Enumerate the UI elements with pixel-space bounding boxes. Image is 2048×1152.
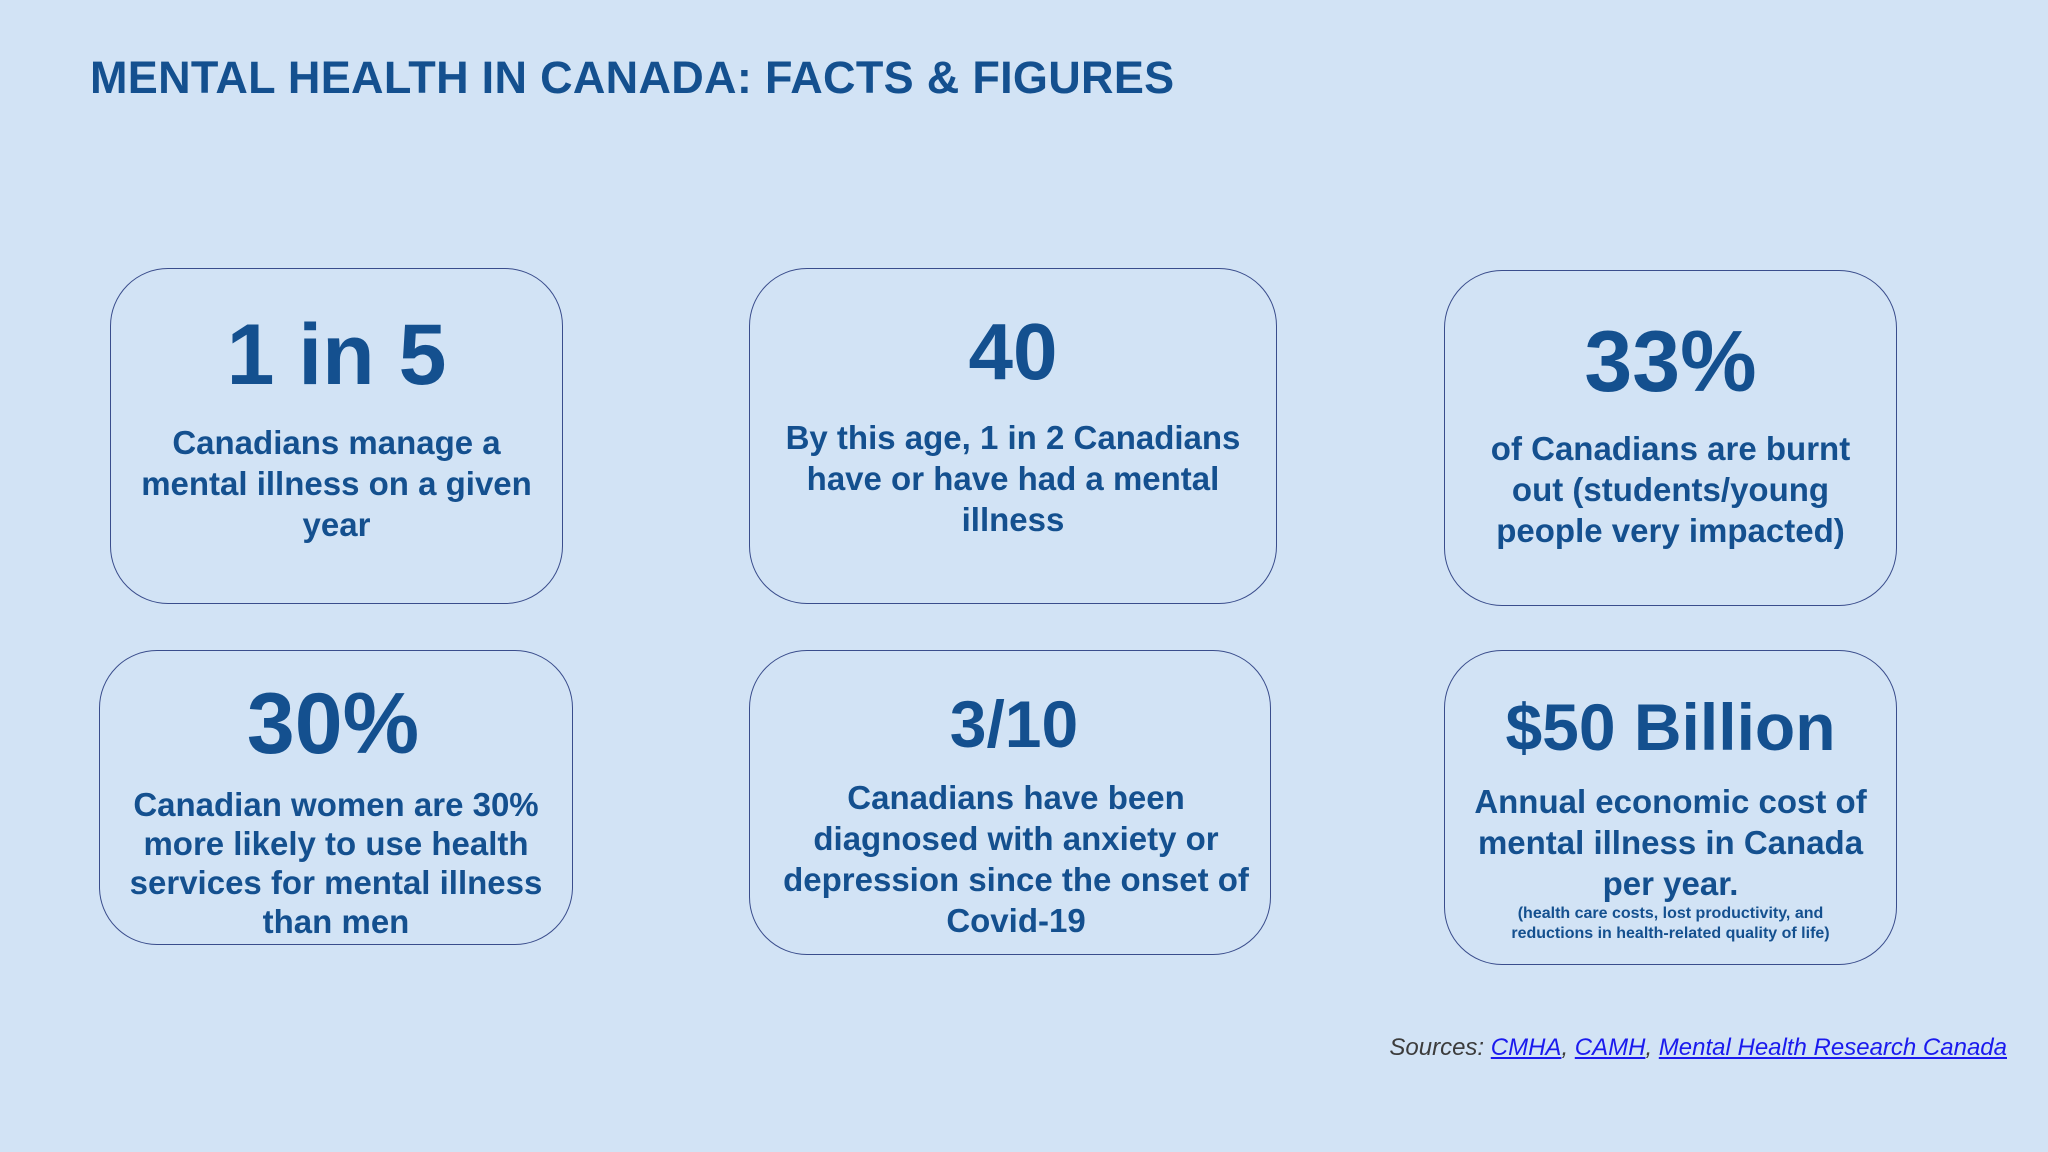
stat-description: Canadians have been diagnosed with anxie… [783,779,1249,939]
sources-separator: , [1645,1034,1659,1061]
sources-line: Sources: CMHA, CAMH, Mental Health Resea… [1389,1034,2007,1062]
stat-card-women-services: 30% Canadian women are 30% more likely t… [99,650,573,945]
stat-value: 40 [968,307,1058,396]
stat-card-age-40: 40 By this age, 1 in 2 Canadians have or… [749,268,1277,604]
stat-description: Annual economic cost of mental illness i… [1474,783,1867,902]
sources-separator: , [1561,1034,1575,1061]
source-link-camh[interactable]: CAMH [1574,1034,1646,1061]
stat-footnote: (health care costs, lost productivity, a… [1511,905,1830,942]
stat-value: 30% [246,676,420,772]
stat-value: 3/10 [949,687,1079,761]
sources-label: Sources: [1389,1034,1491,1061]
stat-description: Canadians manage a mental illness on a g… [141,424,532,543]
stat-description: By this age, 1 in 2 Canadians have or ha… [785,419,1241,538]
stat-value: $50 Billion [1505,690,1836,764]
source-link-cmha[interactable]: CMHA [1490,1034,1562,1061]
stat-card-one-in-five: 1 in 5 Canadians manage a mental illness… [110,268,563,604]
stat-card-anxiety-depression: 3/10 Canadians have been diagnosed with … [749,650,1271,955]
stat-card-economic-cost: $50 Billion Annual economic cost of ment… [1444,650,1897,965]
stat-description: of Canadians are burnt out (students/you… [1490,430,1851,549]
stat-description: Canadian women are 30% more likely to us… [129,786,543,940]
stat-value: 33% [1584,314,1757,410]
stat-card-burnout: 33% of Canadians are burnt out (students… [1444,270,1897,606]
source-link-mhrc[interactable]: Mental Health Research Canada [1658,1034,2007,1061]
stat-value: 1 in 5 [226,307,447,403]
page-title: MENTAL HEALTH IN CANADA: FACTS & FIGURES [90,52,1175,103]
